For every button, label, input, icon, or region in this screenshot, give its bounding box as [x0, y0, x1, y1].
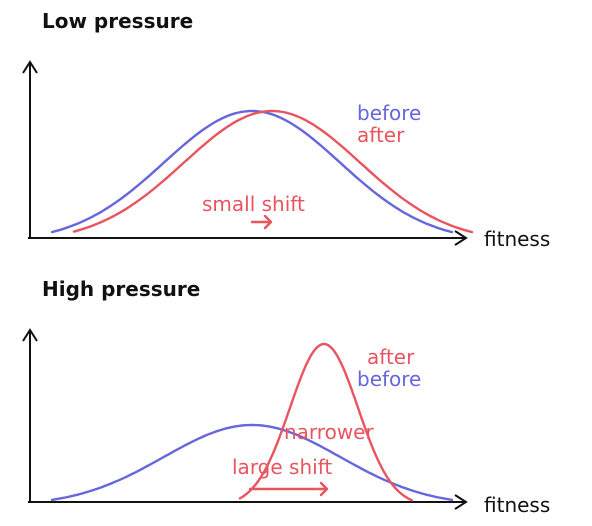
panel-title: High pressure [42, 277, 200, 301]
x-axis-label: fitness [484, 493, 550, 517]
panel-high-pressure: High pressure fitness after before narro… [22, 277, 550, 517]
after-curve [238, 342, 414, 502]
annotation-small-shift: small shift [202, 192, 305, 216]
panel-low-pressure: Low pressure fitness before after small … [22, 9, 550, 251]
annotation-large-shift: large shift [232, 455, 332, 479]
y-axis [22, 328, 38, 502]
annotation-narrower: narrower [284, 420, 374, 444]
x-axis [28, 230, 468, 246]
x-axis-label: fitness [484, 227, 550, 251]
legend-label-before: before [357, 367, 421, 391]
y-axis [22, 60, 38, 238]
legend-label-after: after [367, 345, 415, 369]
legend-label-after: after [357, 123, 405, 147]
panel-title: Low pressure [42, 9, 193, 33]
before-curve [50, 109, 454, 234]
shift-arrow [248, 481, 329, 497]
before-curve [50, 423, 454, 502]
shift-arrow [250, 214, 273, 230]
legend-label-before: before [357, 101, 421, 125]
after-curve [72, 109, 474, 234]
x-axis [28, 494, 468, 510]
